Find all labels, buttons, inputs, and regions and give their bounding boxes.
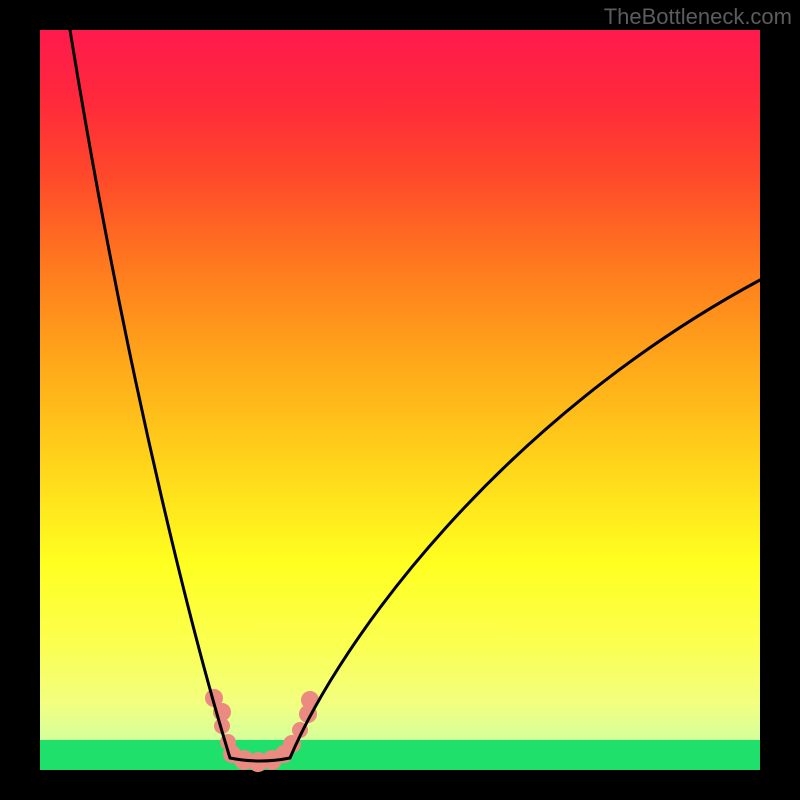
- plot-area: [40, 30, 760, 770]
- bottleneck-chart: [0, 0, 800, 800]
- chart-container: TheBottleneck.com: [0, 0, 800, 800]
- green-baseline-band: [40, 740, 760, 770]
- watermark-text: TheBottleneck.com: [604, 4, 792, 30]
